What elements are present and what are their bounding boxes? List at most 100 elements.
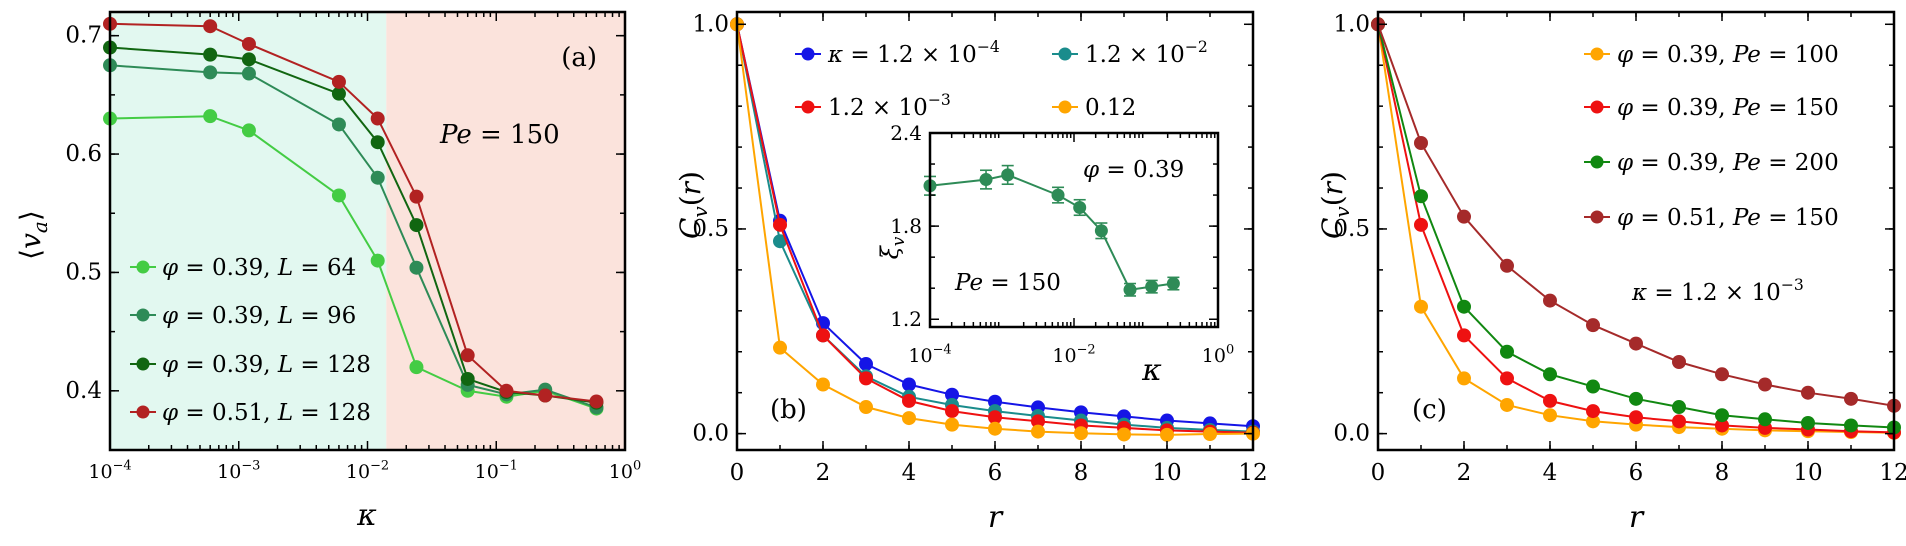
panel-b-ytick-label: 0.5 xyxy=(692,216,729,242)
panel-c-series-3-point xyxy=(1801,385,1815,400)
inset-series-0-point xyxy=(1094,224,1108,238)
panel-a-shaded-region-1 xyxy=(386,12,625,450)
inset-series-0-point xyxy=(1123,283,1137,297)
panel-c-series-2-point xyxy=(1586,379,1600,394)
inset-ytick-label: 1.8 xyxy=(890,214,922,238)
panel-a-legend-text-3: φ = 0.51, L = 128 xyxy=(162,400,371,426)
panel-b-label: (b) xyxy=(770,395,807,425)
panel-b-series-0-point xyxy=(902,377,916,392)
panel-c-legend-text-2: φ = 0.39, Pe = 200 xyxy=(1617,150,1839,176)
panel-c-series-0-point xyxy=(1543,408,1557,423)
panel-b-series-2-point xyxy=(859,371,873,386)
panel-a-series-1-point xyxy=(203,65,218,80)
panel-a-series-0-point xyxy=(241,123,256,138)
panel-a-legend-text-2: φ = 0.39, L = 128 xyxy=(162,352,371,378)
panel-c-ytick-label: 0.0 xyxy=(1333,421,1370,447)
panel-a-series-1-line xyxy=(109,64,597,409)
panel-b-legend-text-3: 0.12 xyxy=(1085,95,1136,121)
panel-a-series-3-point xyxy=(203,19,218,34)
panel-b-series-3-point xyxy=(1160,427,1174,442)
panel-c-legend-text-0: φ = 0.39, Pe = 100 xyxy=(1617,42,1839,68)
panel-c-series-1-point xyxy=(1629,410,1643,425)
panel-c-series-1-point xyxy=(1715,418,1729,433)
panel-b-legend-text-1: 1.2 × 10−2 xyxy=(1085,37,1208,68)
panel-c-series-3-point xyxy=(1629,336,1643,351)
panel-b-ytick-label: 1.0 xyxy=(692,11,729,37)
panel-c-series-3-point xyxy=(1715,367,1729,382)
panel-c-series-3-point xyxy=(1414,135,1428,150)
panel-b-xtick-label: 8 xyxy=(1074,460,1089,486)
panel-a-series-3-point xyxy=(331,74,346,89)
panel-c-annotation: κ = 1.2 × 10−3 xyxy=(1631,275,1804,306)
panel-b-series-3-point xyxy=(1203,427,1217,442)
panel-a-legend-text-1: φ = 0.39, L = 96 xyxy=(162,303,356,329)
panel-c-series-2-point xyxy=(1715,408,1729,423)
panel-a-annotation: Pe = 150 xyxy=(439,120,560,150)
inset-annotation-phi: φ = 0.39 xyxy=(1083,157,1184,183)
panel-c-series-3-point xyxy=(1586,318,1600,333)
panel-a-series-1-point xyxy=(409,260,424,275)
panel-c-series-2-point xyxy=(1844,418,1858,433)
panel-a-ytick-label: 0.7 xyxy=(65,23,102,49)
inset-ylabel: ξv xyxy=(876,236,909,259)
panel-b-series-0-point xyxy=(859,357,873,372)
panel-a-series-3-point xyxy=(409,189,424,204)
panel-a-xtick-label: 10−1 xyxy=(475,458,518,483)
panel-c-series-3-point xyxy=(1672,354,1686,369)
panel-a-legend-text-0: φ = 0.39, L = 64 xyxy=(162,255,356,281)
panel-b-xtick-label: 12 xyxy=(1238,460,1267,486)
panel-b-ytick-label: 0.0 xyxy=(692,421,729,447)
inset-xtick-label: 10−2 xyxy=(1052,342,1095,367)
panel-a-series-3-point xyxy=(589,394,604,409)
panel-c-xtick-label: 12 xyxy=(1879,460,1906,486)
panel-c-series-2-point xyxy=(1801,415,1815,430)
panel-a-series-2-point xyxy=(203,47,218,62)
inset-series-0-point xyxy=(1166,277,1180,291)
panel-c-xtick-label: 6 xyxy=(1629,460,1644,486)
panel-a-legend-2-marker xyxy=(136,357,150,371)
panel-c-series-0-point xyxy=(1586,414,1600,429)
panel-c-frame xyxy=(1376,10,1896,452)
panel-c-series-2-point xyxy=(1457,299,1471,314)
panel-c-ytick-label: 0.5 xyxy=(1333,216,1370,242)
panel-c-legend-3-marker xyxy=(1590,210,1604,224)
panel-a-label: (a) xyxy=(561,43,597,73)
inset-xlabel: κ xyxy=(1141,353,1162,388)
panel-b-legend-3-marker xyxy=(1058,100,1072,114)
inset-series-0-point xyxy=(1051,188,1065,202)
panel-b-legend-1-marker xyxy=(1058,47,1072,61)
panel-b-series-2-point xyxy=(1031,414,1045,429)
panel-a-series-1-point xyxy=(241,66,256,81)
panel-a-legend-1-marker xyxy=(136,308,150,322)
inset-series-0-point xyxy=(1001,168,1015,182)
panel-c-series-0-point xyxy=(1414,299,1428,314)
inset-series-0-point xyxy=(1073,200,1087,214)
panel-c-series-3-point xyxy=(1844,391,1858,406)
panel-b-legend-2-marker xyxy=(801,100,815,114)
panel-c-series-3-point xyxy=(1758,377,1772,392)
panel-c-series-3-point xyxy=(1457,209,1471,224)
panel-b-xtick-label: 4 xyxy=(902,460,917,486)
panel-a-series-3-point xyxy=(499,383,514,398)
panel-c-label: (c) xyxy=(1412,395,1447,425)
panel-a-series-2-point xyxy=(460,371,475,386)
panel-b-series-3-point xyxy=(1074,426,1088,441)
panel-b-legend-text-2: 1.2 × 10−3 xyxy=(828,90,951,121)
panel-b-series-3-point xyxy=(773,340,787,355)
panel-c-legend-1-marker xyxy=(1590,100,1604,114)
panel-c-series-0-point xyxy=(1457,371,1471,386)
panel-c-xtick-label: 2 xyxy=(1457,460,1472,486)
panel-a-series-0-point xyxy=(370,253,385,268)
panel-b-legend-text-0: κ = 1.2 × 10−4 xyxy=(827,37,1000,68)
panel-a-series-3-point xyxy=(241,36,256,51)
panel-b-xtick-label: 10 xyxy=(1152,460,1181,486)
panel-c-ylabel: Cv(r) xyxy=(1316,171,1354,239)
panel-c-series-3-point xyxy=(1500,258,1514,273)
panel-b-xtick-label: 6 xyxy=(988,460,1003,486)
panel-b-series-2-point xyxy=(816,328,830,343)
panel-c-ytick-label: 1.0 xyxy=(1333,11,1370,37)
panel-a-xtick-label: 10−2 xyxy=(346,458,389,483)
panel-c-legend-text-1: φ = 0.39, Pe = 150 xyxy=(1617,95,1839,121)
panel-a-series-3-line xyxy=(109,22,597,403)
panel-a-series-2-point xyxy=(331,86,346,101)
